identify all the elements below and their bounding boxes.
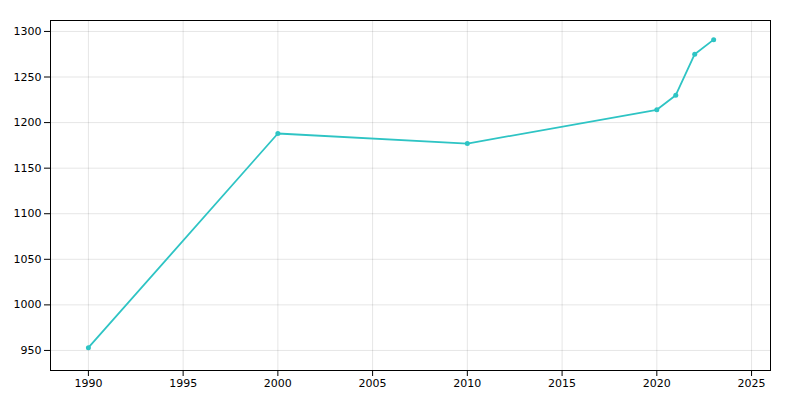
svg-text:1000: 1000 (14, 298, 42, 311)
svg-text:1100: 1100 (14, 207, 42, 220)
svg-text:2005: 2005 (359, 377, 387, 390)
svg-text:1995: 1995 (169, 377, 197, 390)
svg-text:1200: 1200 (14, 116, 42, 129)
svg-text:1250: 1250 (14, 71, 42, 84)
svg-text:950: 950 (21, 344, 42, 357)
svg-text:2010: 2010 (453, 377, 481, 390)
svg-text:1050: 1050 (14, 253, 42, 266)
svg-text:2000: 2000 (264, 377, 292, 390)
svg-text:1150: 1150 (14, 162, 42, 175)
svg-text:1300: 1300 (14, 25, 42, 38)
svg-text:1990: 1990 (74, 377, 102, 390)
svg-text:2020: 2020 (643, 377, 671, 390)
svg-text:2025: 2025 (738, 377, 766, 390)
svg-text:2015: 2015 (548, 377, 576, 390)
